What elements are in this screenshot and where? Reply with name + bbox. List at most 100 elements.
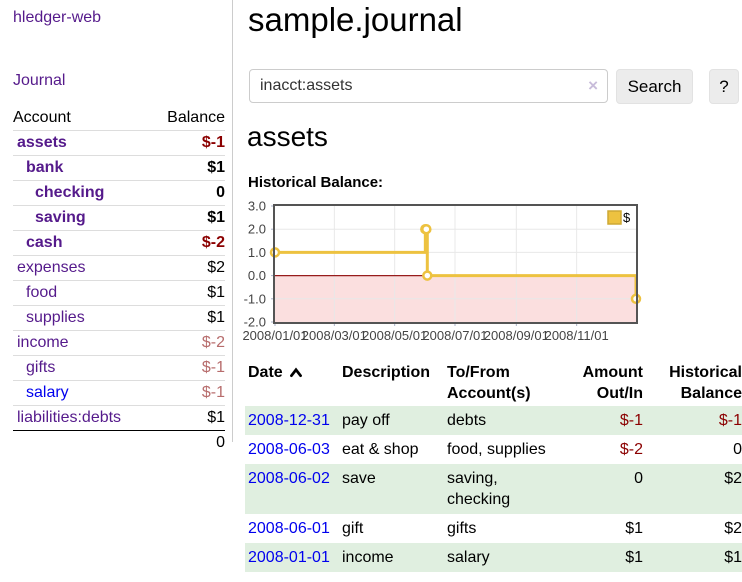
account-link[interactable]: expenses <box>17 259 86 276</box>
account-row: salary $-1 <box>13 380 225 406</box>
chart-canvas: 3.0 2.0 1.0 0.0 -1.0 -2.02008/01/012008/03/01… <box>242 199 642 343</box>
account-balance: $2 <box>151 255 225 281</box>
account-row: supplies $1 <box>13 305 225 331</box>
account-row: expenses $2 <box>13 255 225 281</box>
svg-text:-2.0: -2.0 <box>244 315 266 330</box>
transaction-accounts: saving, checking <box>447 470 511 508</box>
svg-text:2008/09/01: 2008/09/01 <box>484 328 549 343</box>
accounts-header-account: Account <box>13 106 152 131</box>
transaction-balance: $2 <box>724 470 742 487</box>
account-row: assets $-1 <box>13 130 225 156</box>
account-heading: assets <box>247 121 328 152</box>
transaction-date-cell: 2008-01-01 <box>245 543 342 572</box>
svg-text:3.0: 3.0 <box>248 199 266 214</box>
account-row: cash $-2 <box>13 230 225 256</box>
register-header-amount: Amount Out/In <box>582 364 643 402</box>
transaction-date-link[interactable]: 2008-12-31 <box>248 412 330 429</box>
account-row: food $1 <box>13 280 225 306</box>
account-link[interactable]: salary <box>26 384 69 401</box>
account-link[interactable]: bank <box>26 159 64 176</box>
transaction-amount: $-1 <box>619 412 643 429</box>
search-button[interactable]: Search <box>616 69 693 104</box>
register-header-balance: Historical Balance <box>669 364 742 402</box>
svg-text:0.0: 0.0 <box>248 268 266 283</box>
transaction-description: save <box>342 470 376 487</box>
account-balance: 0 <box>151 180 225 206</box>
transaction-description: income <box>342 549 394 566</box>
transaction-description: eat & shop <box>342 441 419 458</box>
register: Date Description To/From Account(s) Amou… <box>245 360 742 572</box>
transaction-date-link[interactable]: 2008-06-03 <box>248 441 330 458</box>
account-balance: $1 <box>151 205 225 231</box>
clear-search-icon[interactable]: × <box>588 76 598 95</box>
account-link[interactable]: checking <box>35 184 105 201</box>
account-row: saving $1 <box>13 205 225 231</box>
register-header-tofrom: To/From Account(s) <box>447 364 531 402</box>
register-header-row: Date Description To/From Account(s) Amou… <box>245 360 742 406</box>
transaction-description: gift <box>342 520 364 537</box>
account-balance: $-2 <box>151 330 225 356</box>
svg-text:2008/01/01: 2008/01/01 <box>242 328 307 343</box>
svg-text:2008/07/01: 2008/07/01 <box>422 328 487 343</box>
transaction-row: 2008-06-01 gift gifts $1 $2 <box>245 514 742 543</box>
transaction-date-cell: 2008-12-31 <box>245 406 342 435</box>
transaction-accounts: food, supplies <box>447 441 546 458</box>
accounts-total-value: 0 <box>216 434 225 451</box>
transaction-row: 2008-01-01 income salary $1 $1 <box>245 543 742 572</box>
account-link[interactable]: income <box>17 334 69 351</box>
svg-text:2.0: 2.0 <box>248 222 266 237</box>
transaction-amount: $1 <box>625 549 643 566</box>
transaction-accounts: gifts <box>447 520 477 537</box>
accounts-total-spacer <box>13 431 151 456</box>
transaction-date-cell: 2008-06-01 <box>245 514 342 543</box>
accounts-header-balance: Balance <box>151 106 225 131</box>
search-input-wrap: × <box>249 69 608 103</box>
account-row: gifts $-1 <box>13 355 225 381</box>
transaction-balance: $1 <box>724 549 742 566</box>
account-balance: $1 <box>151 280 225 306</box>
register-header-date[interactable]: Date <box>245 360 342 406</box>
help-button[interactable]: ? <box>709 69 739 104</box>
transaction-accounts: salary <box>447 549 490 566</box>
sidebar-item-journal[interactable]: Journal <box>13 72 66 89</box>
account-balance: $1 <box>151 305 225 331</box>
transaction-row: 2008-12-31 pay off debts $-1 $-1 <box>245 406 742 435</box>
account-row: income $-2 <box>13 330 225 356</box>
transaction-row: 2008-06-03 eat & shop food, supplies $-2 0 <box>245 435 742 464</box>
register-table: Date Description To/From Account(s) Amou… <box>245 360 742 572</box>
transaction-balance: $-1 <box>718 412 742 429</box>
account-link[interactable]: assets <box>17 134 67 151</box>
svg-text:1.0: 1.0 <box>248 245 266 260</box>
account-row: checking 0 <box>13 180 225 206</box>
transaction-date-link[interactable]: 2008-06-01 <box>248 520 330 537</box>
account-balance: $-1 <box>151 130 225 156</box>
account-row: bank $1 <box>13 155 225 181</box>
historical-balance-chart: 3.0 2.0 1.0 0.0 -1.0 -2.0 2008/01/01 2008/03/01… <box>240 198 742 350</box>
sidebar: hledger-web Journal Account Balance asse… <box>0 0 233 451</box>
account-link[interactable]: food <box>26 284 58 301</box>
transaction-row: 2008-06-02 save saving, checking 0 $2 <box>245 464 742 514</box>
svg-text:2008/11/01: 2008/11/01 <box>545 328 609 343</box>
page-title: sample.journal <box>248 1 463 38</box>
account-link[interactable]: cash <box>26 234 63 251</box>
transaction-date-link[interactable]: 2008-06-02 <box>248 470 330 487</box>
transaction-accounts: debts <box>447 412 487 429</box>
account-balance: $1 <box>151 405 225 431</box>
brand-link[interactable]: hledger-web <box>13 9 102 26</box>
search-input[interactable] <box>249 69 608 103</box>
account-link[interactable]: gifts <box>26 359 56 376</box>
svg-text:-1.0: -1.0 <box>244 291 266 306</box>
transaction-balance: $2 <box>724 520 742 537</box>
transaction-amount: $1 <box>625 520 643 537</box>
account-row: liabilities:debts $1 <box>13 405 225 431</box>
account-link[interactable]: saving <box>35 209 86 226</box>
account-link[interactable]: supplies <box>26 309 85 326</box>
account-link[interactable]: liabilities:debts <box>17 409 122 426</box>
transaction-date-cell: 2008-06-03 <box>245 435 342 464</box>
accounts-header-row: Account Balance <box>13 106 225 131</box>
transaction-amount: 0 <box>634 470 643 487</box>
accounts-total-row: 0 <box>13 431 225 456</box>
transaction-date-link[interactable]: 2008-01-01 <box>248 549 330 566</box>
accounts-table: Account Balance assets $-1 bank $1 checking 0… <box>13 106 225 455</box>
transaction-amount: $-2 <box>619 441 643 458</box>
